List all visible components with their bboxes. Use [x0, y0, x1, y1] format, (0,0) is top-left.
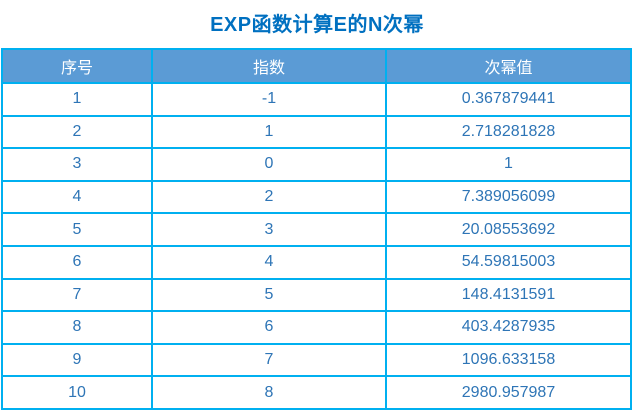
table-cell: 2: [151, 179, 387, 215]
table-cell: 6: [151, 310, 387, 345]
page-title: EXP函数计算E的N次幂: [210, 14, 424, 36]
table-cell: 8: [1, 310, 153, 345]
table-cell: 9: [1, 342, 153, 378]
table-cell: 1096.633158: [385, 342, 632, 378]
table-cell: 1: [1, 82, 153, 117]
table-cell: 2980.957987: [385, 375, 632, 410]
exp-power-table: 序号 指数 次幂值 1 -1 0.367879441 2 1 2.718281828 3 0 1…: [1, 48, 632, 410]
table-cell: 5: [1, 212, 153, 247]
table-cell: 403.4287935: [385, 310, 632, 345]
table-row: 4 2 7.389056099: [1, 179, 632, 215]
table-cell: 2.718281828: [385, 114, 632, 150]
table-row: 5 3 20.08553692: [1, 212, 632, 247]
table-cell: 4: [1, 179, 153, 215]
table-cell: 7: [151, 342, 387, 378]
table-cell: 3: [151, 212, 387, 247]
table-cell: 1: [151, 114, 387, 150]
table-cell: 5: [151, 277, 387, 313]
table-cell: 20.08553692: [385, 212, 632, 247]
table-cell: 8: [151, 375, 387, 410]
table-cell: 7.389056099: [385, 179, 632, 215]
table-cell: 1: [385, 147, 632, 182]
table-cell: 10: [1, 375, 153, 410]
table-row: 7 5 148.4131591: [1, 277, 632, 313]
table-cell: 7: [1, 277, 153, 313]
table-row: 9 7 1096.633158: [1, 342, 632, 378]
table-cell: 4: [151, 244, 387, 280]
table-body: 1 -1 0.367879441 2 1 2.718281828 3 0 1 4 2 7.389056…: [1, 82, 632, 410]
table-cell: -1: [151, 82, 387, 117]
table-row: 2 1 2.718281828: [1, 114, 632, 150]
table-cell: 3: [1, 147, 153, 182]
col-header-power-value: 次幂值: [385, 48, 632, 84]
col-header-serial: 序号: [1, 48, 153, 84]
col-header-exponent: 指数: [151, 48, 387, 84]
table-cell: 6: [1, 244, 153, 280]
table-cell: 54.59815003: [385, 244, 632, 280]
table-row: 10 8 2980.957987: [1, 375, 632, 410]
table-cell: 0: [151, 147, 387, 182]
table-row: 6 4 54.59815003: [1, 244, 632, 280]
table-cell: 0.367879441: [385, 82, 632, 117]
table-row: 8 6 403.4287935: [1, 310, 632, 345]
table-cell: 2: [1, 114, 153, 150]
table-row: 1 -1 0.367879441: [1, 82, 632, 117]
table-cell: 148.4131591: [385, 277, 632, 313]
table-header-row: 序号 指数 次幂值: [1, 48, 632, 84]
